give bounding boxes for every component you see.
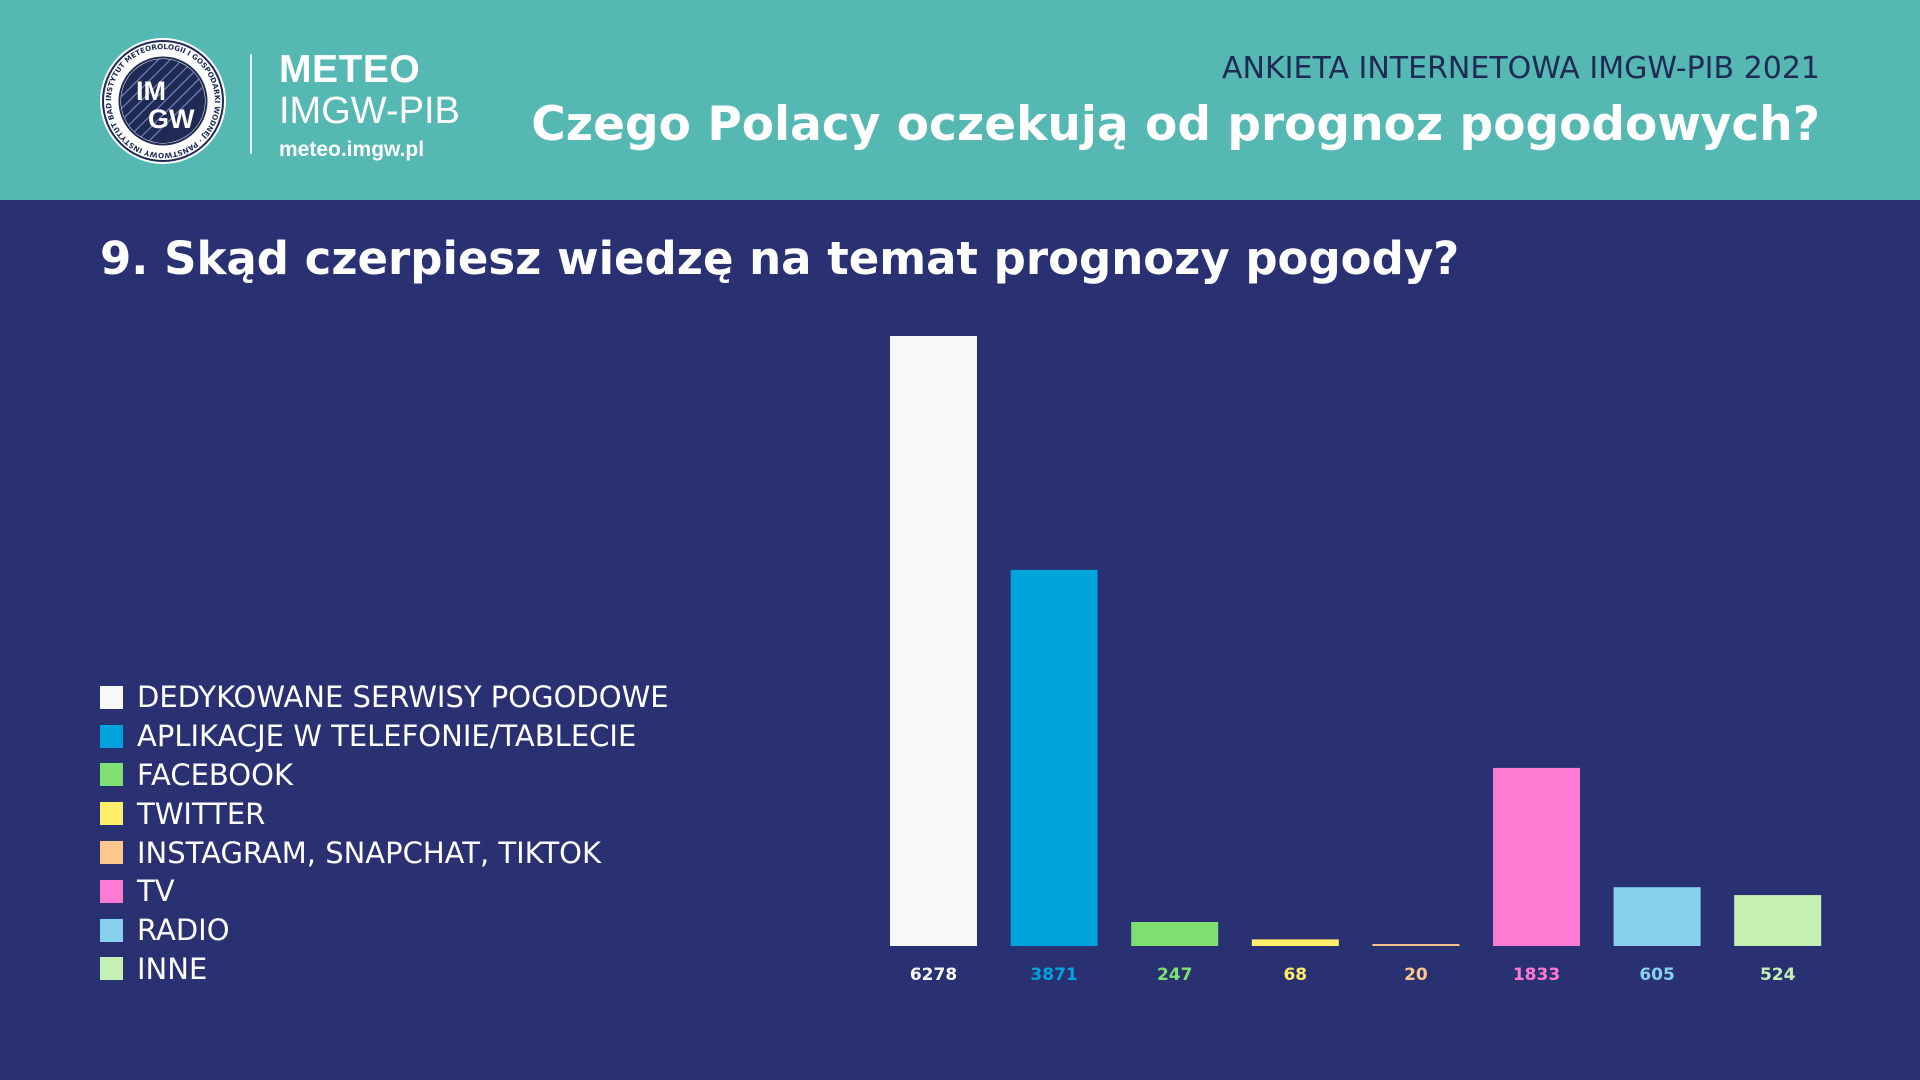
legend-swatch xyxy=(100,802,123,826)
legend-label: INSTAGRAM, SNAPCHAT, TIKTOK xyxy=(137,835,601,870)
brand-block: METEO IMGW-PIB meteo.imgw.pl xyxy=(279,50,460,168)
legend-item: TWITTER xyxy=(100,794,669,833)
legend-item: DEDYKOWANE SERWISY POGODOWE xyxy=(100,678,669,717)
legend-swatch xyxy=(100,879,123,903)
bar xyxy=(890,336,977,946)
legend-swatch xyxy=(100,841,123,865)
bar-value-label: 524 xyxy=(1760,965,1796,985)
legend-label: DEDYKOWANE SERWISY POGODOWE xyxy=(137,680,669,715)
legend-label: INNE xyxy=(137,951,208,986)
bar-value-label: 3871 xyxy=(1030,965,1077,985)
legend-label: TV xyxy=(137,874,175,909)
bar-value-label: 20 xyxy=(1404,965,1428,985)
logo-top-letters: IM xyxy=(136,76,166,106)
logo-divider xyxy=(250,54,252,154)
header-band: INSTYTUT METEOROLOGII I GOSPODARKI WODNE… xyxy=(0,0,1920,200)
legend-swatch xyxy=(100,685,123,709)
bar-value-label: 605 xyxy=(1639,965,1675,985)
legend-item: APLIKACJE W TELEFONIE/TABLECIE xyxy=(100,717,669,756)
bar xyxy=(1251,939,1339,946)
bar xyxy=(1010,569,1098,946)
bar-value-label: 68 xyxy=(1283,965,1307,985)
legend-item: RADIO xyxy=(100,911,669,950)
survey-title: Czego Polacy oczekują od prognoz pogodow… xyxy=(531,97,1820,152)
bar-value-label: 6278 xyxy=(910,965,957,985)
bar-value-label: 1833 xyxy=(1513,965,1560,985)
legend-swatch xyxy=(100,763,123,787)
legend-item: INNE xyxy=(100,950,669,989)
legend-label: RADIO xyxy=(137,913,230,948)
legend-item: FACEBOOK xyxy=(100,756,669,795)
bar-value-label: 247 xyxy=(1157,965,1193,985)
chart-legend: DEDYKOWANE SERWISY POGODOWE APLIKACJE W T… xyxy=(100,678,669,988)
bar xyxy=(1734,895,1822,946)
brand-url: meteo.imgw.pl xyxy=(279,138,425,161)
legend-label: FACEBOOK xyxy=(137,757,293,792)
bar xyxy=(1131,922,1219,946)
legend-item: INSTAGRAM, SNAPCHAT, TIKTOK xyxy=(100,833,669,872)
imgw-logo: INSTYTUT METEOROLOGII I GOSPODARKI WODNE… xyxy=(94,29,228,166)
brand-org: IMGW-PIB xyxy=(279,90,460,132)
bar xyxy=(1372,944,1460,946)
legend-swatch xyxy=(100,957,123,981)
bar xyxy=(1493,767,1580,946)
legend-swatch xyxy=(100,724,123,748)
brand-name: METEO xyxy=(279,48,421,91)
bar xyxy=(1613,887,1701,946)
legend-item: TV xyxy=(100,872,669,911)
survey-label: ANKIETA INTERNETOWA IMGW-PIB 2021 xyxy=(1222,51,1820,86)
legend-label: TWITTER xyxy=(137,796,266,831)
legend-label: APLIKACJE W TELEFONIE/TABLECIE xyxy=(137,719,637,754)
question-heading: 9. Skąd czerpiesz wiedzę na temat progno… xyxy=(100,232,1460,285)
legend-swatch xyxy=(100,918,123,942)
logo-bottom-letters: GW xyxy=(148,104,195,134)
